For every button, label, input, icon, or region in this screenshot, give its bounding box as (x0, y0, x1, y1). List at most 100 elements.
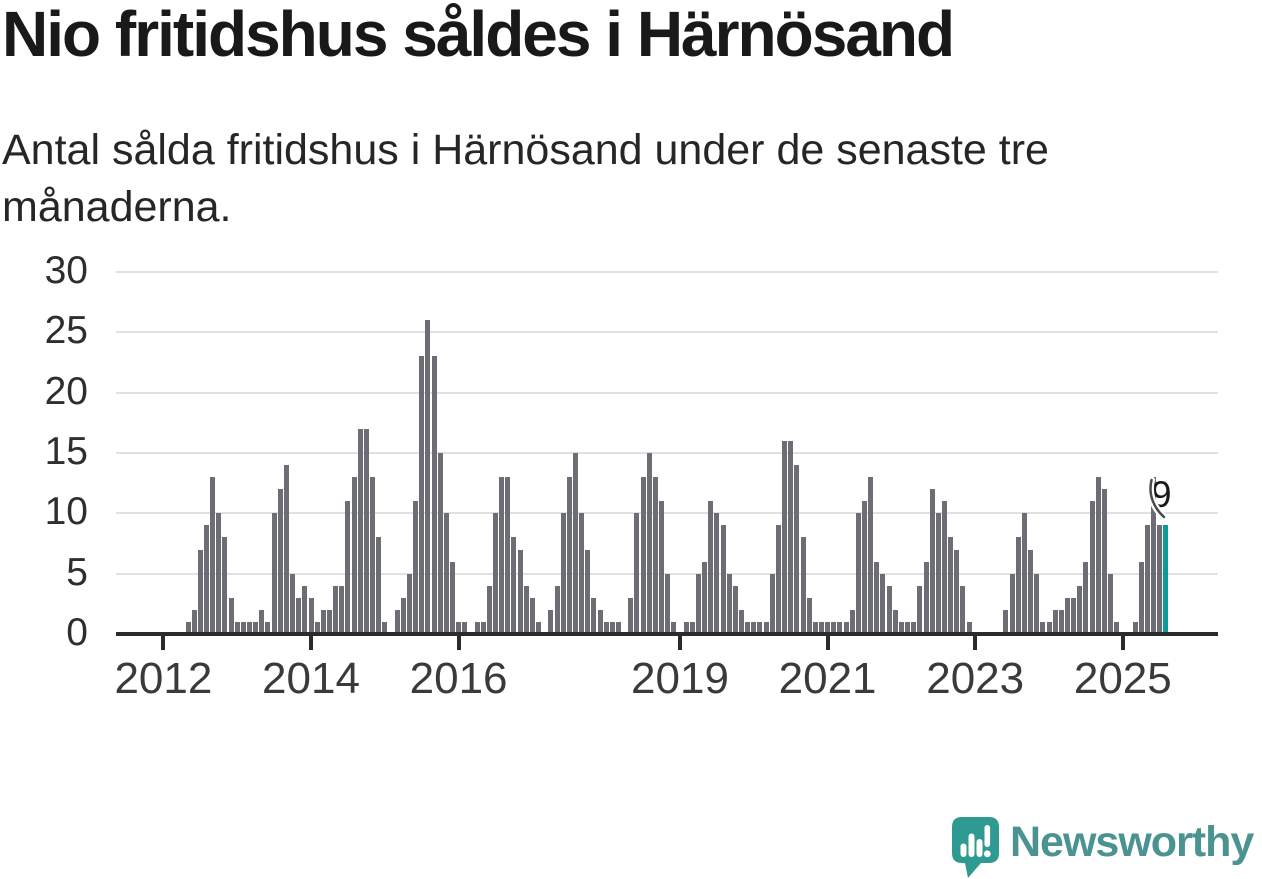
x-tick-2012 (161, 636, 166, 650)
bar (806, 597, 812, 634)
highlighted-latest-bar (1163, 525, 1169, 634)
bar (689, 621, 695, 634)
bar (548, 609, 554, 634)
bar (862, 501, 867, 634)
bar (191, 609, 197, 634)
subtitle-line-2: månaderna. (2, 183, 232, 231)
bar (572, 452, 578, 634)
gridline-y-20 (116, 391, 1218, 394)
x-axis-label-2025: 2025 (1073, 654, 1172, 703)
bar (216, 513, 222, 634)
bar (351, 477, 357, 634)
bar (370, 477, 375, 634)
bar (849, 609, 855, 634)
bar (708, 501, 714, 634)
x-tick-2025 (1120, 636, 1125, 650)
x-axis-label-2021: 2021 (778, 654, 877, 703)
bar (751, 621, 757, 634)
bar (314, 621, 320, 634)
bar (376, 537, 382, 634)
bar (210, 477, 216, 634)
y-axis-label-15: 15 (44, 429, 88, 473)
bar (769, 573, 775, 634)
bar (382, 621, 388, 634)
subtitle-line-1: Antal sålda fritidshus i Härnösand under… (2, 126, 1049, 174)
bar (400, 597, 406, 634)
bar (732, 585, 738, 634)
bar (948, 537, 954, 634)
bar (954, 549, 960, 634)
bar (652, 477, 658, 634)
bar (825, 621, 831, 634)
chart-subtitle: Antal sålda fritidshus i Härnösand under… (2, 122, 1049, 236)
bar (794, 465, 800, 634)
bar (554, 585, 560, 634)
bar (745, 621, 751, 634)
bar (296, 597, 302, 634)
bar (579, 513, 585, 634)
bar (1034, 573, 1040, 634)
bar (302, 585, 308, 634)
bar (720, 525, 726, 634)
x-axis-label-2023: 2023 (926, 654, 1025, 703)
bar (1003, 609, 1009, 634)
bar (880, 573, 886, 634)
bar (1058, 609, 1064, 634)
bar (831, 621, 837, 634)
bar (868, 477, 874, 634)
y-axis-label-25: 25 (44, 309, 88, 353)
bar (1040, 621, 1046, 634)
bar (333, 585, 339, 634)
bar (283, 465, 289, 634)
bar (493, 513, 498, 634)
bar (1077, 585, 1083, 634)
y-axis-label-30: 30 (44, 248, 88, 292)
bar (265, 621, 271, 634)
bar (1138, 561, 1144, 634)
bar (462, 621, 468, 634)
bar (1064, 597, 1070, 634)
gridline-y-10 (116, 512, 1218, 515)
bar (456, 621, 462, 634)
x-axis-label-2014: 2014 (262, 654, 360, 703)
bar (197, 549, 203, 634)
bar (874, 561, 880, 634)
bar (665, 573, 671, 634)
bar (683, 621, 689, 634)
bar (290, 573, 296, 634)
bar (419, 356, 425, 634)
bar (917, 585, 923, 634)
bar (788, 440, 794, 634)
bar (203, 525, 209, 634)
bar (739, 609, 744, 634)
bar (1132, 621, 1138, 634)
bar (646, 452, 652, 634)
bar (1144, 525, 1150, 634)
bar (1101, 489, 1107, 634)
bar (437, 452, 443, 634)
bar (320, 609, 326, 634)
bar (671, 621, 677, 634)
bar (702, 561, 708, 634)
bar (529, 597, 535, 634)
bar (505, 477, 511, 634)
bar (536, 621, 542, 634)
bar (480, 621, 486, 634)
x-axis-label-2019: 2019 (631, 654, 729, 703)
bar (898, 621, 904, 634)
newsworthy-brand-name: Newsworthy (1010, 818, 1254, 866)
y-axis-label-10: 10 (44, 490, 88, 534)
bar (474, 621, 480, 634)
y-axis-label-0: 0 (66, 611, 88, 654)
bar (1046, 621, 1052, 634)
newsworthy-logo-icon (952, 817, 999, 878)
bar (1028, 549, 1034, 634)
bar (1108, 573, 1113, 634)
bar (499, 477, 505, 634)
bar (406, 573, 412, 634)
bar (609, 621, 615, 634)
bar (449, 561, 455, 634)
gridline-y-15 (116, 451, 1218, 454)
